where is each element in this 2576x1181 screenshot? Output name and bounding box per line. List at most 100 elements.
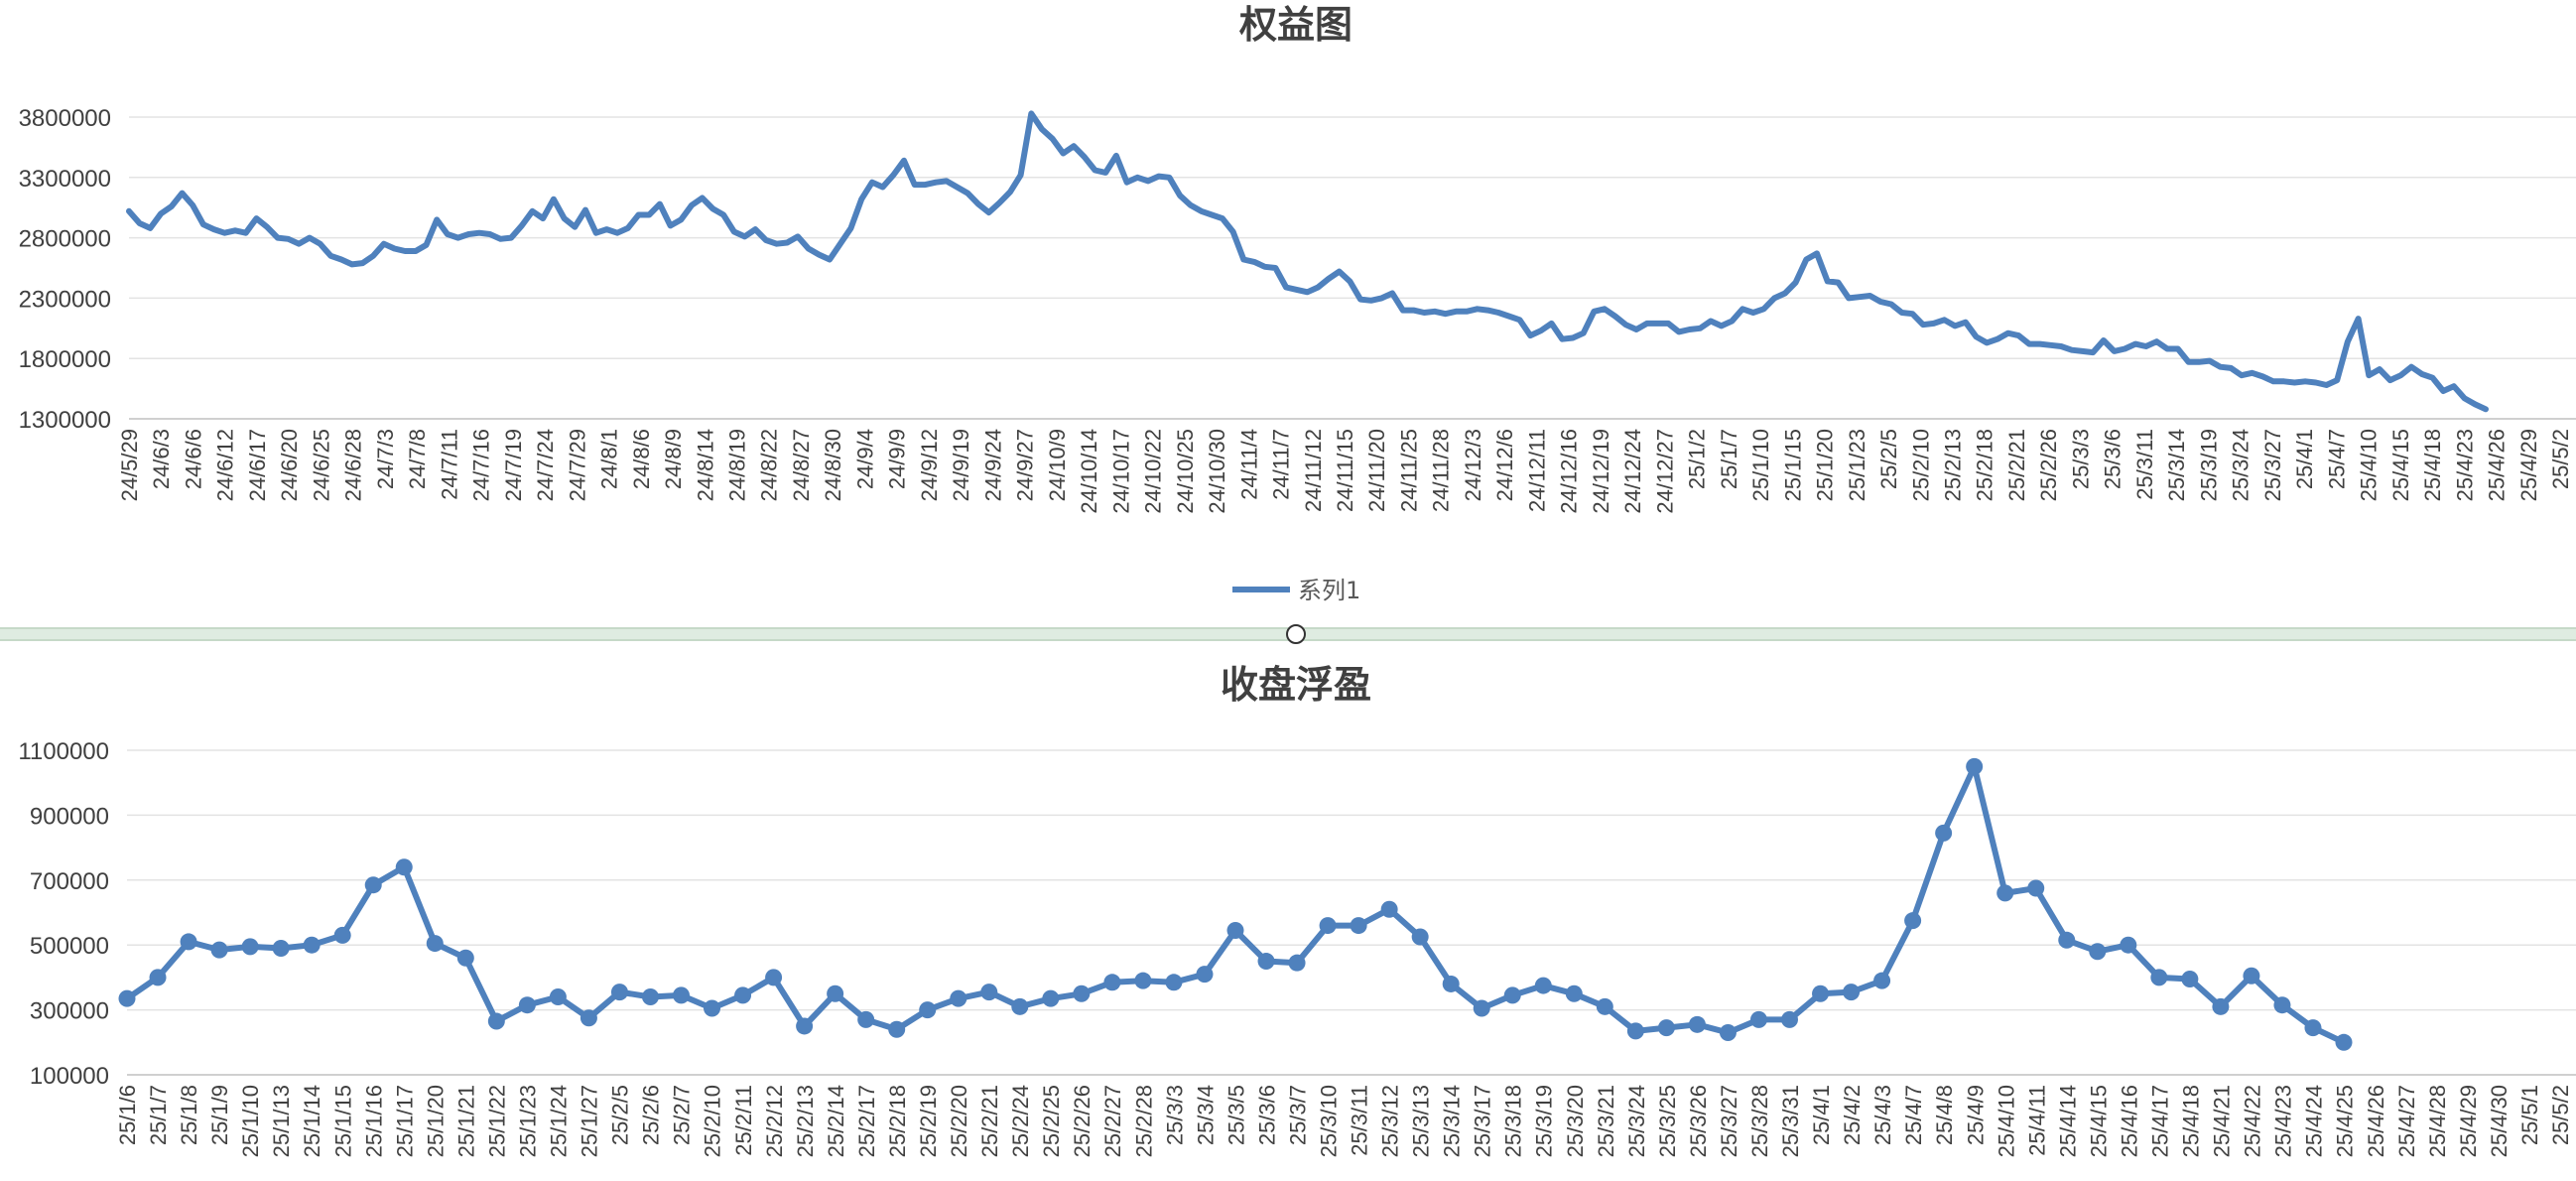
x-tick-label: 25/3/10 <box>1316 1085 1341 1157</box>
data-point[interactable] <box>364 876 382 894</box>
data-point[interactable] <box>549 988 567 1006</box>
data-point[interactable] <box>1103 974 1121 991</box>
data-point[interactable] <box>1534 977 1552 994</box>
data-point[interactable] <box>1073 984 1091 1002</box>
data-point[interactable] <box>980 984 998 1001</box>
data-point[interactable] <box>1749 1010 1767 1028</box>
data-point[interactable] <box>1596 997 1613 1015</box>
data-point[interactable] <box>580 1009 597 1027</box>
data-point[interactable] <box>1719 1023 1737 1041</box>
data-point[interactable] <box>1688 1015 1706 1033</box>
legend[interactable]: 系列1 <box>1232 577 1360 604</box>
x-tick-label: 25/2/12 <box>762 1085 787 1157</box>
x-tick-label: 24/12/16 <box>1557 429 1582 514</box>
data-point[interactable] <box>2304 1019 2322 1037</box>
data-point[interactable] <box>518 996 536 1014</box>
data-point[interactable] <box>610 984 628 1001</box>
x-tick-label: 25/4/29 <box>2516 429 2541 501</box>
data-point[interactable] <box>2120 936 2137 954</box>
x-tick-label: 25/2/17 <box>854 1085 879 1157</box>
data-point[interactable] <box>1288 954 1306 972</box>
data-point[interactable] <box>765 969 783 986</box>
x-tick-label: 24/7/16 <box>469 429 494 501</box>
data-point[interactable] <box>673 986 690 1004</box>
x-tick-label: 25/3/27 <box>2260 429 2285 501</box>
data-point[interactable] <box>1873 972 1891 989</box>
data-point[interactable] <box>641 988 659 1006</box>
legend-label: 系列1 <box>1298 577 1360 604</box>
data-point[interactable] <box>1966 757 1984 775</box>
data-point[interactable] <box>210 941 228 959</box>
data-point[interactable] <box>1812 984 1830 1002</box>
data-point[interactable] <box>1134 972 1152 989</box>
x-tick-label: 25/2/19 <box>916 1085 941 1157</box>
x-tick-label: 24/6/17 <box>245 429 270 501</box>
data-point[interactable] <box>734 986 752 1004</box>
y-gridlines <box>129 116 2576 359</box>
data-point[interactable] <box>2089 943 2107 961</box>
data-point[interactable] <box>2181 971 2199 988</box>
data-point[interactable] <box>395 858 413 876</box>
x-tick-label: 25/2/25 <box>1039 1085 1064 1157</box>
data-point[interactable] <box>827 984 844 1002</box>
data-point[interactable] <box>1626 1022 1644 1040</box>
data-point[interactable] <box>1411 928 1429 946</box>
data-point[interactable] <box>1503 986 1521 1004</box>
x-tick-label: 24/12/27 <box>1652 429 1677 514</box>
data-point[interactable] <box>1196 966 1214 984</box>
data-point[interactable] <box>1473 999 1490 1017</box>
x-tick-label: 24/12/3 <box>1461 429 1485 501</box>
data-point[interactable] <box>303 936 321 954</box>
x-tick-label: 24/10/25 <box>1173 429 1198 514</box>
data-point[interactable] <box>1165 974 1183 991</box>
data-point[interactable] <box>950 989 967 1007</box>
data-point[interactable] <box>1996 884 2014 902</box>
data-point[interactable] <box>1350 917 1367 935</box>
data-point[interactable] <box>241 938 259 956</box>
data-point[interactable] <box>272 939 290 957</box>
data-point[interactable] <box>2273 996 2291 1014</box>
data-point[interactable] <box>2243 967 2260 984</box>
data-point[interactable] <box>487 1012 505 1030</box>
data-point[interactable] <box>796 1017 814 1035</box>
x-tick-label: 25/1/20 <box>1813 429 1838 501</box>
data-point[interactable] <box>1011 997 1029 1015</box>
data-point[interactable] <box>333 926 351 944</box>
pane-splitter[interactable] <box>0 624 2576 644</box>
x-tick-label: 24/8/19 <box>725 429 750 501</box>
data-point[interactable] <box>704 999 721 1017</box>
data-point[interactable] <box>888 1020 906 1038</box>
data-point[interactable] <box>118 989 136 1007</box>
data-point[interactable] <box>149 969 167 986</box>
data-point[interactable] <box>2027 879 2045 897</box>
data-point[interactable] <box>1042 989 1060 1007</box>
data-point[interactable] <box>1565 984 1583 1002</box>
data-point[interactable] <box>2058 931 2076 949</box>
x-tick-label: 25/3/4 <box>1193 1085 1218 1145</box>
data-point[interactable] <box>2150 969 2168 986</box>
data-point[interactable] <box>1380 900 1398 918</box>
data-point[interactable] <box>1657 1019 1675 1037</box>
splitter-handle-icon[interactable] <box>1286 624 1306 644</box>
series-line <box>118 757 2353 1051</box>
x-tick-label: 24/9/12 <box>917 429 942 501</box>
data-point[interactable] <box>919 1001 937 1019</box>
data-point[interactable] <box>1257 953 1275 971</box>
x-tick-label: 25/4/1 <box>1809 1085 1834 1145</box>
data-point[interactable] <box>426 935 444 953</box>
data-point[interactable] <box>1781 1010 1798 1028</box>
data-point[interactable] <box>1935 824 1953 842</box>
data-point[interactable] <box>857 1010 875 1028</box>
data-point[interactable] <box>1904 912 1922 930</box>
data-point[interactable] <box>1226 921 1244 939</box>
x-tick-label: 25/4/29 <box>2456 1085 2481 1157</box>
data-point[interactable] <box>1442 975 1460 992</box>
data-point[interactable] <box>456 949 474 967</box>
data-point[interactable] <box>1319 917 1337 935</box>
data-point[interactable] <box>1843 984 1861 1001</box>
x-tick-label: 25/4/23 <box>2271 1085 2296 1157</box>
data-point[interactable] <box>2335 1033 2353 1051</box>
x-axis: 25/1/6 25/1/7 25/1/8 25/1/9 25/1/10 25/1/13 25… <box>115 1085 2573 1157</box>
data-point[interactable] <box>180 933 197 951</box>
data-point[interactable] <box>2212 997 2230 1015</box>
